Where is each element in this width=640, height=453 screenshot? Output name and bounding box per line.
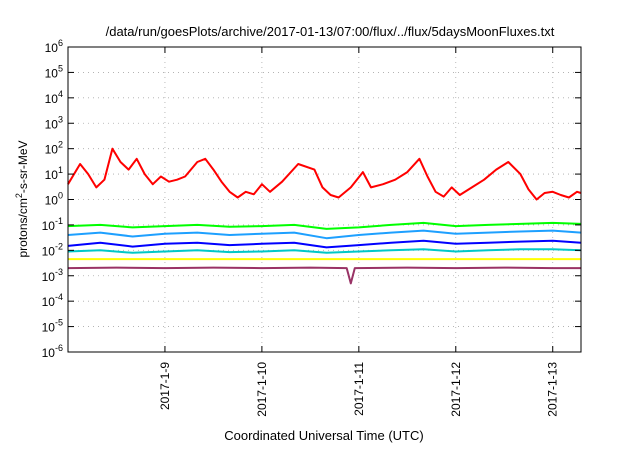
series-line-7 [67,266,581,285]
y-tick-base: 10 [45,117,59,131]
y-tick-base: 10 [42,270,56,284]
y-tick-label: 10-2 [42,241,63,258]
y-tick-label: 106 [45,38,63,55]
y-tick-base: 10 [45,168,59,182]
y-tick-exponent: 0 [58,191,63,201]
y-tick-base: 10 [45,66,59,80]
y-tick-base: 10 [45,41,59,55]
y-tick-label: 101 [45,165,63,182]
y-tick-exponent: -2 [55,241,63,251]
y-axis-label: protons/cm2-s-sr-MeV [14,140,30,257]
series-line-3 [67,229,582,240]
y-tick-exponent: -5 [55,318,63,328]
series-line-5 [67,248,582,254]
y-tick-label: 10-3 [42,267,63,284]
y-tick-label: 102 [45,140,63,157]
y-tick-exponent: 5 [58,63,63,73]
x-tick-label: 2017-1-10 [255,362,269,417]
y-tick-base: 10 [42,321,56,335]
y-tick-base: 10 [45,143,59,157]
y-tick-exponent: -1 [55,216,63,226]
y-tick-base: 10 [42,346,56,360]
series-line-2 [67,221,582,230]
x-tick-label: 2017-1-9 [158,362,172,410]
x-axis: 2017-1-9 2017-1-10 2017-1-11 2017-1-12 2017-… [158,47,560,417]
y-tick-base: 10 [42,219,56,233]
y-tick-exponent: 1 [58,165,63,175]
y-tick-label: 10-4 [42,292,63,309]
y-tick-exponent: -3 [55,267,63,277]
x-tick-label: 2017-1-11 [352,362,366,416]
y-tick-label: 10-5 [42,318,63,335]
series-line-1 [67,147,582,201]
y-tick-label: 100 [45,191,63,208]
y-tick-base: 10 [42,244,56,258]
y-tick-base: 10 [45,194,59,208]
x-tick-label: 2017-1-13 [546,362,560,417]
y-tick-exponent: 2 [58,140,63,150]
y-tick-label: 10-6 [42,343,63,360]
y-axis: 10-610-510-410-310-210-11001011021031041… [42,38,581,360]
x-tick-label: 2017-1-12 [449,362,463,417]
x-axis-label: Coordinated Universal Time (UTC) [224,428,423,443]
series-line-4 [67,239,582,249]
y-tick-label: 104 [45,89,63,106]
y-tick-exponent: 6 [58,38,63,48]
y-tick-exponent: 3 [58,114,63,124]
y-tick-exponent: -6 [55,343,63,353]
y-tick-exponent: 4 [58,89,63,99]
y-tick-base: 10 [42,295,56,309]
series-group [67,147,582,285]
chart-title: /data/run/goesPlots/archive/2017-01-13/0… [106,24,555,39]
y-tick-base: 10 [45,92,59,106]
plot-frame [67,46,582,353]
grid [68,47,581,352]
y-tick-label: 103 [45,114,63,131]
y-tick-label: 10-1 [42,216,63,233]
y-tick-label: 105 [45,63,63,80]
y-tick-exponent: -4 [55,292,63,302]
